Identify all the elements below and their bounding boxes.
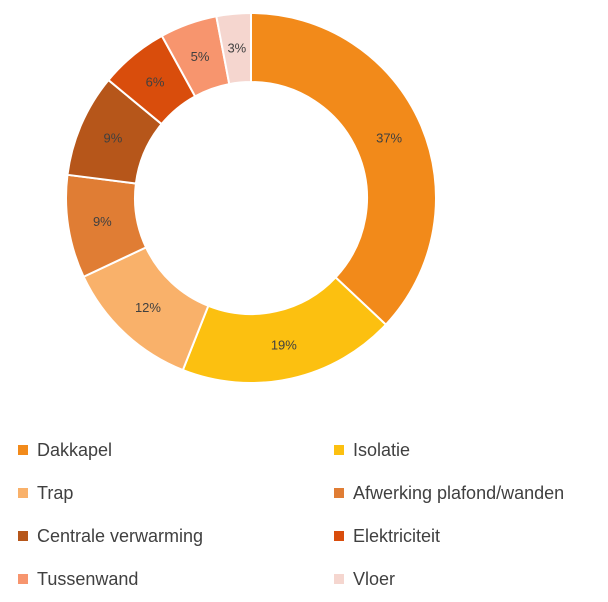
data-label-tussenwand: 5% — [191, 49, 210, 64]
legend-item-afwerking-plafond-wanden: Afwerking plafond/wanden — [334, 481, 608, 505]
legend-swatch — [334, 445, 344, 455]
legend-swatch — [18, 531, 28, 541]
legend-swatch — [18, 445, 28, 455]
legend-swatch — [18, 488, 28, 498]
legend-label: Isolatie — [353, 439, 411, 460]
donut-slice-vloer — [215, 11, 252, 86]
legend-label: Elektriciteit — [353, 525, 441, 546]
legend-swatch — [334, 531, 344, 541]
data-label-elektriciteit: 6% — [146, 75, 165, 90]
data-label-vloer: 3% — [227, 41, 246, 56]
legend-label: Tussenwand — [37, 568, 139, 589]
legend-label: Trap — [37, 482, 74, 503]
legend-label: Afwerking plafond/wanden — [353, 482, 565, 503]
legend-item-centrale-verwarming: Centrale verwarming — [18, 524, 334, 548]
data-label-trap: 12% — [135, 300, 161, 315]
data-label-centrale-verwarming: 9% — [103, 131, 122, 146]
legend-swatch — [334, 574, 344, 584]
legend-item-tussenwand: Tussenwand — [18, 567, 334, 591]
data-label-isolatie: 19% — [271, 337, 297, 352]
data-label-dakkapel: 37% — [376, 131, 402, 146]
chart-legend: Dakkapel Isolatie Trap Afwerking plafond… — [18, 438, 608, 591]
legend-label: Vloer — [353, 568, 396, 589]
legend-item-dakkapel: Dakkapel — [18, 438, 334, 462]
legend-label: Centrale verwarming — [37, 525, 204, 546]
legend-swatch — [334, 488, 344, 498]
legend-label: Dakkapel — [37, 439, 113, 460]
legend-item-elektriciteit: Elektriciteit — [334, 524, 608, 548]
legend-item-vloer: Vloer — [334, 567, 608, 591]
legend-swatch — [18, 574, 28, 584]
donut-slice-dakkapel — [250, 11, 437, 327]
donut-chart: 37% 19% 12% 9% 9% 6% 5% 3% — [65, 11, 437, 384]
donut-slices — [65, 11, 437, 384]
donut-chart-svg: 37% 19% 12% 9% 9% 6% 5% 3% — [65, 11, 437, 384]
legend-item-isolatie: Isolatie — [334, 438, 608, 462]
data-label-afwerking-plafond-wanden: 9% — [93, 214, 112, 229]
donut-slice-labels: 37% 19% 12% 9% 9% 6% 5% 3% — [93, 41, 403, 353]
legend-item-trap: Trap — [18, 481, 334, 505]
